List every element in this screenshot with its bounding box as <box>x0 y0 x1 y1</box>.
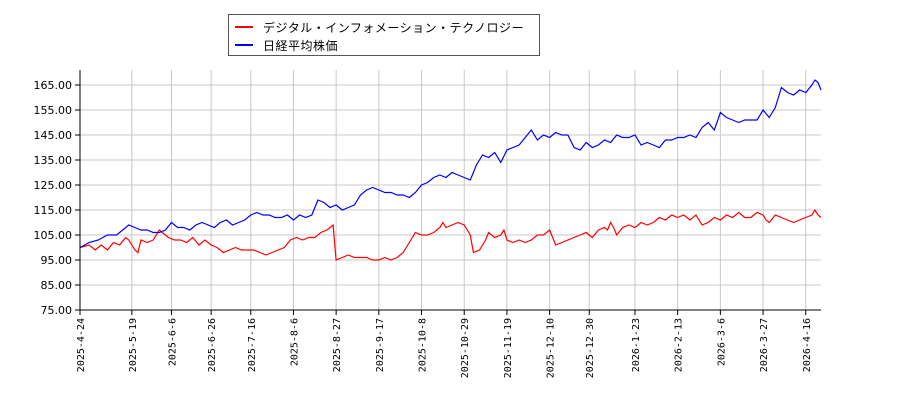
y-tick-label: 95.00 <box>41 254 73 267</box>
x-tick-label: 2025-12-30 <box>585 318 596 378</box>
x-tick-label: 2025-8-27 <box>332 318 343 372</box>
series-line <box>79 79 822 249</box>
y-tick-label: 155.00 <box>34 104 73 117</box>
y-tick-label: 145.00 <box>34 129 73 142</box>
y-tick-label: 105.00 <box>34 229 73 242</box>
x-tick-label: 2026-1-23 <box>631 318 642 372</box>
x-tick-label: 2026-3-6 <box>716 318 727 366</box>
x-tick-label: 2025-7-16 <box>247 318 258 372</box>
chart-gridlines <box>80 70 821 310</box>
y-tick-label: 125.00 <box>34 179 73 192</box>
y-tick-label: 165.00 <box>34 79 73 92</box>
y-tick-label: 75.00 <box>41 304 73 317</box>
x-tick-label: 2025-4-24 <box>76 318 87 372</box>
x-tick-label: 2025-5-19 <box>128 318 139 372</box>
x-tick-label: 2025-8-6 <box>289 318 300 366</box>
x-tick-label: 2026-4-16 <box>802 318 813 372</box>
legend-label: 日経平均株価 <box>263 38 339 53</box>
y-tick-label: 115.00 <box>34 204 73 217</box>
chart-axes <box>79 70 821 311</box>
x-axis-ticks: 2025-4-24 2025-5-19 2025-6-6 2025-6-26 2025-… <box>76 310 813 378</box>
legend-item-digital-information-technology: デジタル・インフォメーション・テクノロジー <box>235 18 524 36</box>
x-tick-label: 2025-12-10 <box>546 318 557 378</box>
legend-item-nikkei-225: 日経平均株価 <box>235 36 338 54</box>
legend-swatch-red <box>235 26 253 28</box>
x-tick-label: 2025-10-8 <box>418 318 429 372</box>
y-axis-ticks: 75.00 85.00 95.00 105.00 115.00 125.00 135.00 1… <box>34 79 80 317</box>
x-tick-label: 2025-6-26 <box>207 318 218 372</box>
legend-label: デジタル・インフォメーション・テクノロジー <box>263 20 524 35</box>
x-tick-label: 2025-6-6 <box>167 318 178 366</box>
chart-series <box>79 79 822 261</box>
x-tick-label: 2026-3-27 <box>759 318 770 372</box>
legend-swatch-blue <box>235 44 253 46</box>
x-tick-label: 2025-9-17 <box>375 318 386 372</box>
chart-legend: デジタル・インフォメーション・テクノロジー 日経平均株価 <box>228 14 540 56</box>
x-tick-label: 2026-2-13 <box>674 318 685 372</box>
y-tick-label: 85.00 <box>41 279 73 292</box>
y-tick-label: 135.00 <box>34 154 73 167</box>
series-line <box>79 208 822 261</box>
x-tick-label: 2025-10-29 <box>460 318 471 378</box>
x-tick-label: 2025-11-19 <box>503 318 514 378</box>
